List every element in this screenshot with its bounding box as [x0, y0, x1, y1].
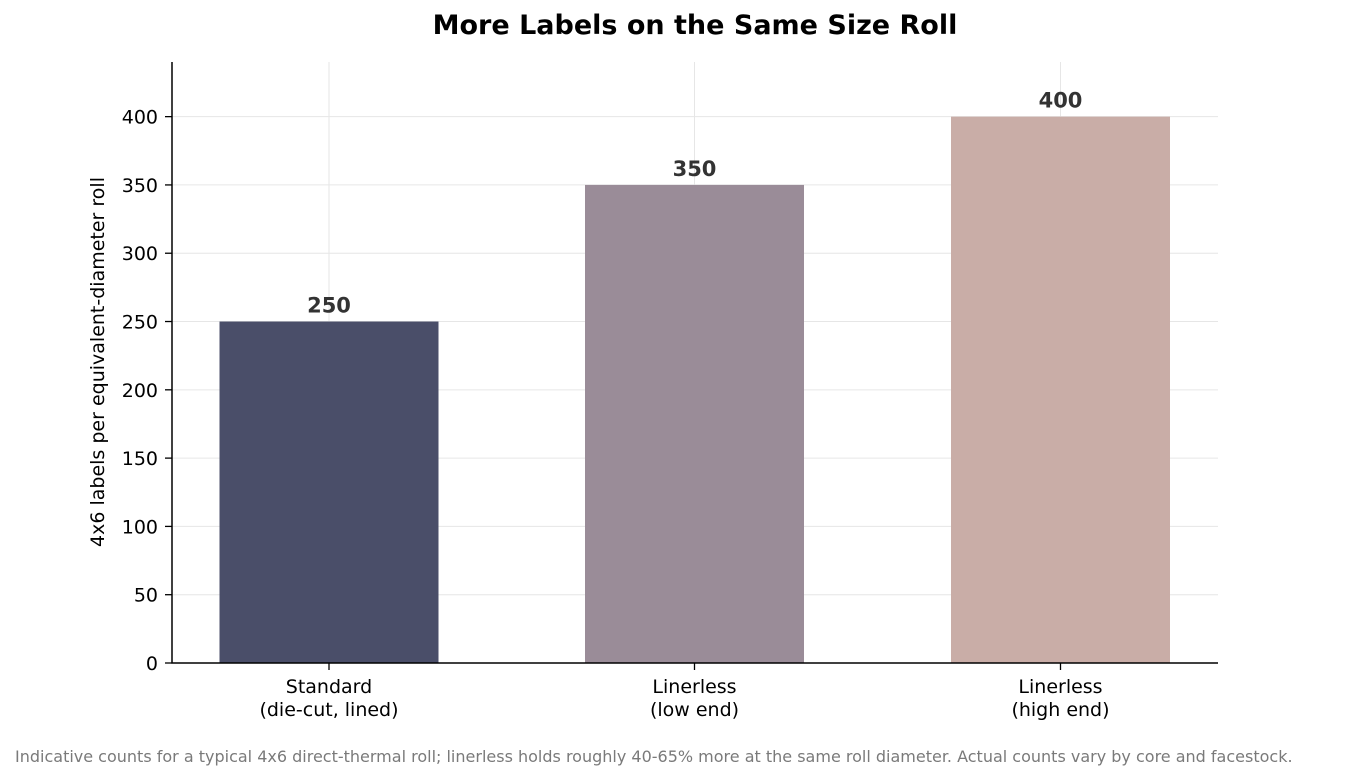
y-tick-label: 200	[122, 380, 158, 402]
y-tick-label: 0	[146, 653, 158, 675]
bar	[585, 184, 804, 663]
y-tick-label: 250	[122, 312, 158, 334]
y-tick-label: 50	[134, 585, 158, 607]
chart-title: More Labels on the Same Size Roll	[432, 10, 958, 41]
x-tick-label: Linerless	[652, 676, 736, 698]
x-tick-label: (low end)	[650, 699, 739, 721]
bar	[951, 116, 1170, 664]
y-tick-label: 100	[122, 516, 158, 538]
data-label: 250	[307, 294, 351, 318]
y-tick-label: 150	[122, 448, 158, 470]
bar	[219, 321, 439, 663]
x-tick-label: Standard	[286, 676, 372, 698]
x-tick-label: (die-cut, lined)	[259, 699, 398, 721]
x-tick-label: Linerless	[1018, 676, 1102, 698]
y-tick-label: 400	[122, 107, 158, 129]
bar-layer	[219, 116, 1170, 664]
data-label: 350	[673, 157, 717, 181]
y-tick-label: 300	[122, 243, 158, 265]
x-tick-label: (high end)	[1011, 699, 1109, 721]
axis-layer: 0 50 100 150 200 250 300 350 400 Standard(die-cut…	[122, 62, 1218, 721]
y-axis-label: 4x6 labels per equivalent-diameter roll	[87, 177, 109, 547]
label-layer: 250 350 400	[307, 89, 1082, 318]
y-tick-label: 350	[122, 175, 158, 197]
data-label: 400	[1039, 89, 1083, 113]
chart-footnote: Indicative counts for a typical 4x6 dire…	[15, 747, 1293, 766]
